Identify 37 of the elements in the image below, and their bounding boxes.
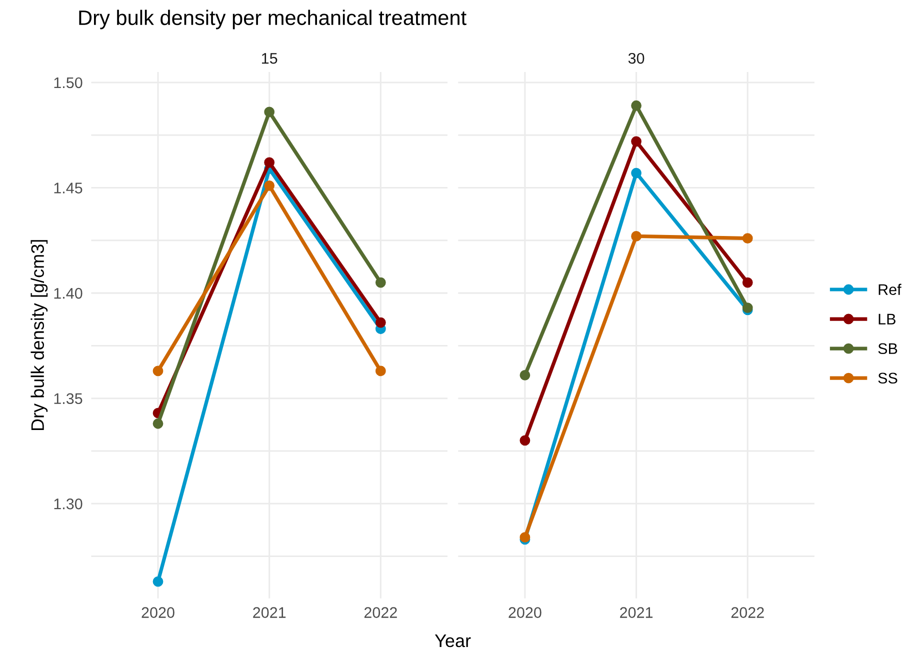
y-axis-title: Dry bulk density [g/cm3] <box>30 240 48 430</box>
y-tick-label: 1.30 <box>54 498 82 510</box>
x-tick-label: 2021 <box>620 607 653 618</box>
chart-subtitle: 15 <box>262 53 278 64</box>
point <box>152 418 164 429</box>
point <box>742 233 753 244</box>
chart-subtitle: 30 <box>628 52 644 64</box>
legend-label: LB <box>878 314 896 324</box>
point <box>631 136 642 147</box>
point <box>375 277 386 288</box>
point <box>264 157 275 168</box>
point <box>631 100 642 111</box>
point <box>375 366 386 376</box>
point <box>520 435 530 446</box>
x-tick-label: 2020 <box>142 607 174 618</box>
point <box>520 370 530 380</box>
x-axis-title: Year <box>434 634 471 648</box>
x-tick-label: 2022 <box>731 607 764 618</box>
point <box>742 277 753 288</box>
y-tick-label: 1.40 <box>54 288 82 299</box>
y-tick-label: 1.35 <box>54 393 82 404</box>
x-tick-label: 2022 <box>364 607 397 618</box>
point <box>264 106 275 118</box>
point <box>264 180 275 191</box>
y-tick-label: 1.45 <box>54 182 82 194</box>
point <box>631 168 642 178</box>
x-tick-label: 2021 <box>253 607 286 618</box>
point <box>152 366 164 376</box>
legend-label: SS <box>878 372 898 384</box>
point <box>375 317 386 328</box>
point <box>152 576 164 587</box>
chart-title: Dry bulk density per mechanical treatment <box>79 10 466 30</box>
x-tick-label: 2020 <box>508 607 542 618</box>
point <box>631 230 642 242</box>
legend-label: Ref <box>878 284 902 295</box>
legend-label: SB <box>878 343 898 354</box>
y-tick-label: 1.50 <box>54 77 82 88</box>
